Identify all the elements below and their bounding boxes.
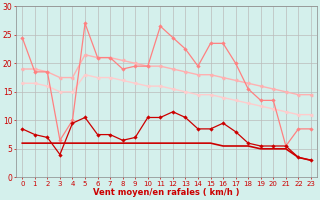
X-axis label: Vent moyen/en rafales ( km/h ): Vent moyen/en rafales ( km/h ) — [93, 188, 240, 197]
